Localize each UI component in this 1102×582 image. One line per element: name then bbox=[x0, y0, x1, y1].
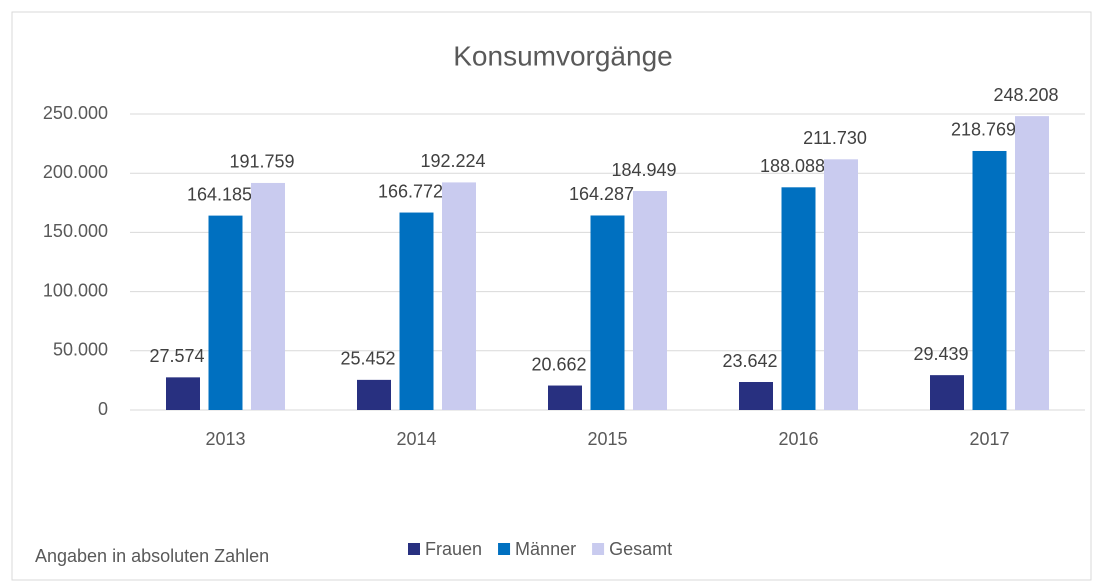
bar bbox=[208, 215, 243, 410]
bar bbox=[972, 150, 1007, 410]
value-label: 166.772 bbox=[378, 181, 443, 201]
value-label: 27.574 bbox=[149, 346, 204, 366]
value-label: 188.088 bbox=[760, 156, 825, 176]
value-label: 218.769 bbox=[951, 120, 1016, 140]
y-tick-label: 200.000 bbox=[43, 162, 108, 182]
value-label: 20.662 bbox=[531, 354, 586, 374]
bar bbox=[357, 379, 391, 410]
legend-label: Gesamt bbox=[609, 539, 672, 559]
legend-swatch bbox=[408, 543, 420, 555]
bar bbox=[442, 182, 476, 410]
value-label: 25.452 bbox=[340, 349, 395, 369]
bar bbox=[166, 377, 200, 410]
bar bbox=[824, 159, 858, 410]
value-label: 184.949 bbox=[611, 160, 676, 180]
value-label: 164.185 bbox=[187, 184, 252, 204]
bar bbox=[781, 187, 816, 410]
value-label: 192.224 bbox=[420, 151, 485, 171]
value-label: 23.642 bbox=[722, 351, 777, 371]
bar bbox=[1015, 116, 1049, 410]
chart-border bbox=[11, 11, 1092, 581]
bar bbox=[251, 182, 285, 410]
value-label: 29.439 bbox=[913, 344, 968, 364]
value-label: 211.730 bbox=[803, 128, 867, 148]
bar bbox=[930, 375, 964, 410]
value-label: 191.759 bbox=[229, 152, 294, 172]
bar bbox=[399, 212, 434, 410]
x-tick-label: 2014 bbox=[396, 429, 436, 449]
x-tick-label: 2016 bbox=[778, 429, 818, 449]
y-tick-label: 0 bbox=[98, 399, 108, 419]
annotation: Angaben in absoluten Zahlen bbox=[35, 546, 269, 566]
bar bbox=[633, 191, 667, 410]
legend-swatch bbox=[498, 543, 511, 555]
x-tick-label: 2017 bbox=[969, 429, 1009, 449]
value-label: 164.287 bbox=[569, 184, 634, 204]
y-tick-label: 250.000 bbox=[43, 103, 108, 123]
bar bbox=[548, 385, 582, 410]
y-tick-label: 50.000 bbox=[53, 340, 108, 360]
legend-swatch bbox=[592, 543, 605, 555]
bar bbox=[590, 215, 625, 410]
bar bbox=[739, 382, 773, 410]
y-tick-label: 150.000 bbox=[43, 221, 108, 241]
legend-label: Männer bbox=[515, 539, 576, 559]
x-tick-label: 2013 bbox=[205, 429, 245, 449]
x-tick-label: 2015 bbox=[587, 429, 627, 449]
y-tick-label: 100.000 bbox=[43, 280, 108, 300]
legend-label: Frauen bbox=[425, 539, 482, 559]
chart-title: Konsumvorgänge bbox=[453, 40, 672, 71]
value-label: 248.208 bbox=[993, 85, 1058, 105]
